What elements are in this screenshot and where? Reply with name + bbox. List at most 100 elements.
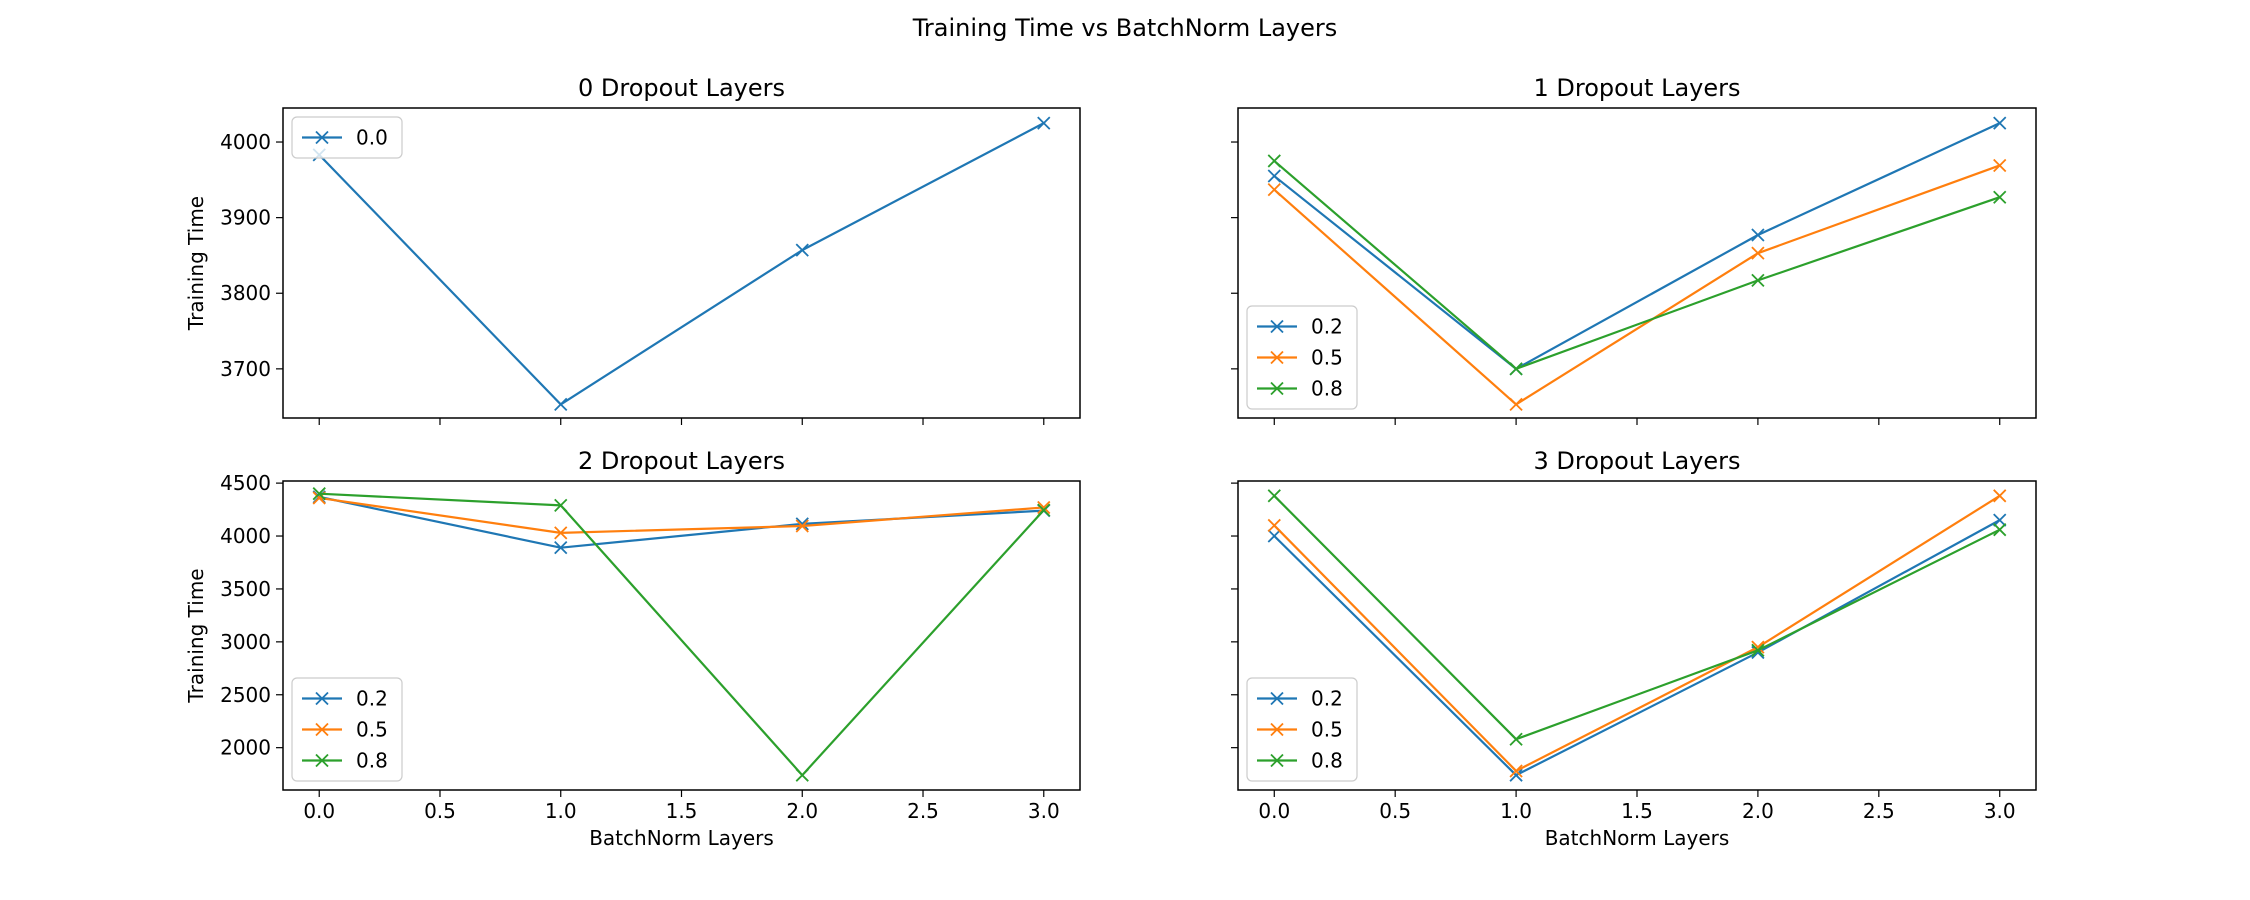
series-line-0.8 <box>1273 495 2001 741</box>
data-point-marker <box>1509 362 1523 376</box>
data-point-marker <box>554 541 568 555</box>
data-point-marker <box>1509 768 1523 782</box>
data-point-marker <box>1037 503 1051 517</box>
x-tick-label: 0.0 <box>1258 799 1290 823</box>
y-tick-label: 4500 <box>220 471 271 495</box>
subplot-0: 0 Dropout Layers 3700 3800 3900 4000 Training… <box>184 74 1081 425</box>
x-tick-label: 2.5 <box>1863 799 1895 823</box>
legend-box <box>291 677 403 782</box>
figure-suptitle: Training Time vs BatchNorm Layers <box>912 14 1338 42</box>
series-line-0.5 <box>319 496 1044 534</box>
y-axis-label: Training Time <box>184 196 208 331</box>
data-point-marker <box>1751 228 1765 242</box>
series-line-0.5 <box>1273 494 2001 773</box>
data-point-marker <box>795 768 809 782</box>
legend-label: 0.5 <box>1311 718 1343 742</box>
legend-label: 0.2 <box>1311 315 1343 339</box>
legend-marker <box>1270 753 1284 768</box>
data-point-marker <box>1267 154 1281 168</box>
legend-label: 0.2 <box>1311 687 1343 711</box>
legend: 0.2 0.5 0.8 <box>1246 677 1358 782</box>
data-point-marker <box>1509 397 1523 412</box>
data-point-marker <box>1267 183 1281 197</box>
series-line-0.0 <box>318 122 1045 406</box>
y-tick-label: 3500 <box>220 577 271 601</box>
x-tick-label: 3.0 <box>1028 799 1060 823</box>
subplot-title: 1 Dropout Layers <box>1534 74 1741 102</box>
legend-label: 0.2 <box>356 687 388 711</box>
data-point-marker <box>795 517 809 531</box>
legend-marker <box>1270 691 1284 706</box>
legend: 0.2 0.5 0.8 <box>291 677 403 782</box>
axes-frame <box>1237 107 2037 419</box>
data-point-marker <box>1267 529 1281 543</box>
data-point-marker <box>1751 643 1765 657</box>
legend-marker <box>1270 319 1284 334</box>
data-point-marker <box>1751 273 1765 288</box>
data-point-marker <box>1267 489 1281 503</box>
legend-box <box>1246 677 1358 782</box>
x-tick-label: 2.0 <box>786 799 818 823</box>
data-point-marker <box>1509 732 1523 746</box>
x-tick-label: 1.5 <box>666 799 698 823</box>
y-tick-label: 3700 <box>220 357 271 381</box>
series-line-0.8 <box>319 492 1045 777</box>
legend-marker <box>1270 381 1284 396</box>
y-tick-label: 3000 <box>220 630 271 654</box>
legend-label: 0.8 <box>1311 377 1343 401</box>
data-point-marker <box>1993 190 2007 204</box>
x-axis-label: BatchNorm Layers <box>1545 826 1730 850</box>
legend-marker <box>315 130 329 145</box>
data-point-marker <box>1267 518 1281 533</box>
data-point-marker <box>1993 489 2007 503</box>
data-point-marker <box>1037 116 1051 130</box>
x-axis-label: BatchNorm Layers <box>589 826 774 850</box>
legend-marker <box>315 691 329 706</box>
series-line-0.2 <box>1273 519 2001 777</box>
subplot-1: 1 Dropout Layers 0.2 0.5 0.8 <box>1231 74 2037 425</box>
y-tick-label: 3900 <box>220 206 271 230</box>
axes-frame <box>1237 480 2037 791</box>
data-point-marker <box>554 397 568 412</box>
data-point-marker <box>1509 764 1523 778</box>
x-tick-label: 3.0 <box>1984 799 2016 823</box>
axes-frame <box>282 107 1081 419</box>
data-point-marker <box>1751 246 1765 260</box>
y-axis-label: Training Time <box>184 568 208 703</box>
data-point-marker <box>1993 116 2007 130</box>
subplot-2: 2 Dropout Layers 0.0 0.5 1.0 1.5 2.0 2.5 3.0 200… <box>184 447 1081 850</box>
x-tick-label: 0.5 <box>1379 799 1411 823</box>
legend-label: 0.8 <box>356 749 388 773</box>
axes-frame <box>282 480 1081 791</box>
data-point-marker <box>312 487 326 501</box>
legend-label: 0.5 <box>1311 346 1343 370</box>
legend-label: 0.0 <box>356 126 388 150</box>
legend-label: 0.8 <box>1311 749 1343 773</box>
legend: 0.0 <box>291 116 403 159</box>
y-tick-label: 3800 <box>220 281 271 305</box>
data-point-marker <box>1993 523 2007 537</box>
data-point-marker <box>1993 513 2007 527</box>
data-point-marker <box>554 498 568 512</box>
legend-marker <box>315 722 329 737</box>
data-point-marker <box>554 526 568 540</box>
legend-box <box>291 116 403 159</box>
subplot-title: 0 Dropout Layers <box>578 74 785 102</box>
y-tick-label: 4000 <box>220 130 271 154</box>
data-point-marker <box>1267 169 1281 183</box>
subplot-title: 3 Dropout Layers <box>1534 447 1741 475</box>
data-point-marker <box>795 243 809 257</box>
series-line-0.5 <box>1273 164 2001 406</box>
y-tick-label: 4000 <box>220 524 271 548</box>
y-tick-label: 2500 <box>220 683 271 707</box>
legend: 0.2 0.5 0.8 <box>1246 305 1358 410</box>
data-point-marker <box>795 519 809 533</box>
series-line-0.2 <box>1273 122 2001 370</box>
x-tick-label: 0.0 <box>303 799 335 823</box>
series-line-0.8 <box>1273 160 2001 370</box>
x-tick-label: 2.0 <box>1742 799 1774 823</box>
legend-box <box>1246 305 1358 410</box>
subplot-3: 3 Dropout Layers 0.0 0.5 1.0 1.5 2.0 2.5 3.0 Bat… <box>1231 447 2037 850</box>
data-point-marker <box>1037 500 1051 515</box>
